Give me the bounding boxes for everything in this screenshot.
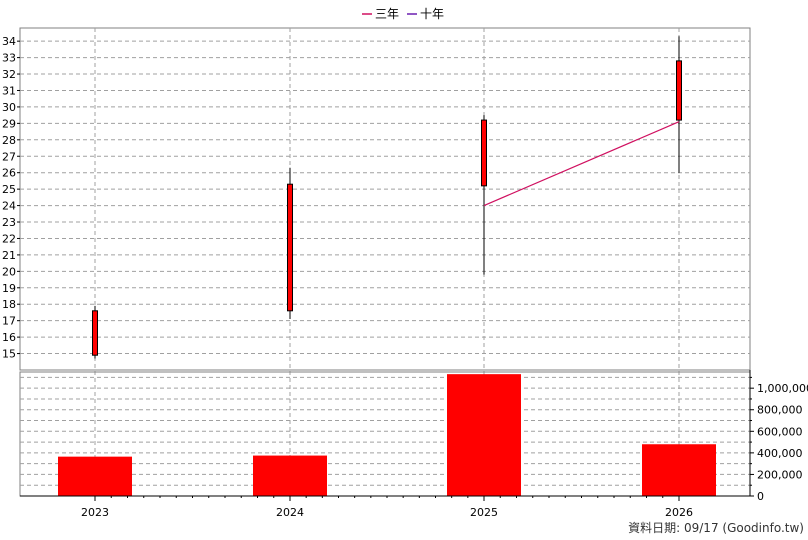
price-tick-label: 31 [2,84,16,97]
price-tick-label: 28 [2,134,16,147]
volume-bar [253,455,327,496]
x-axis: 2023 2024 2025 2026 [20,495,750,519]
price-tick-label: 20 [2,265,16,278]
volume-bar [58,456,132,496]
candle-body [676,60,682,121]
volume-tick-label: 200,000 [757,468,803,481]
price-tick-label: 27 [2,150,16,163]
volume-tick-label: 1,000,000 [757,382,808,395]
price-tick-label: 30 [2,101,16,114]
price-tick-label: 21 [2,249,16,262]
price-tick-label: 15 [2,348,16,361]
volume-tick-label: 800,000 [757,404,803,417]
x-tick-label: 2026 [665,506,693,519]
x-tick-label: 2024 [276,506,304,519]
price-frame [19,27,751,371]
price-tick-label: 18 [2,298,16,311]
price-tick-label: 17 [2,315,16,328]
legend-label: 十年 [420,7,444,21]
price-panel: 15 16 17 18 19 20 21 22 23 24 25 26 27 28 29 30 31 32 33 34 [2,27,751,496]
price-tick-label: 25 [2,183,16,196]
price-tick-label: 34 [2,35,16,48]
candle-body [481,119,487,187]
volume-tick-label: 400,000 [757,447,803,460]
price-tick-label: 24 [2,200,16,213]
legend-label: 三年 [375,7,399,21]
price-tick-label: 16 [2,331,16,344]
price-tick-label: 33 [2,52,16,65]
price-tick-label: 29 [2,117,16,130]
volume-panel: 0 200,000 400,000 600,000 800,000 1,000,000 [19,370,808,503]
candle-body [92,310,98,356]
candle-body [287,183,293,312]
price-tick-label: 32 [2,68,16,81]
volume-tick-label: 600,000 [757,425,803,438]
data-date-footer: 資料日期: 09/17 (Goodinfo.tw) [628,521,804,535]
price-tick-label: 26 [2,167,16,180]
volume-bar [447,374,521,496]
volume-bar [642,444,716,496]
price-tick-label: 22 [2,232,16,245]
x-tick-label: 2023 [81,506,109,519]
price-tick-label: 19 [2,282,16,295]
x-tick-label: 2025 [470,506,498,519]
ma-three-year-line [483,121,680,207]
legend: 三年 十年 [362,7,444,21]
volume-tick-label: 0 [757,490,764,503]
price-tick-label: 23 [2,216,16,229]
